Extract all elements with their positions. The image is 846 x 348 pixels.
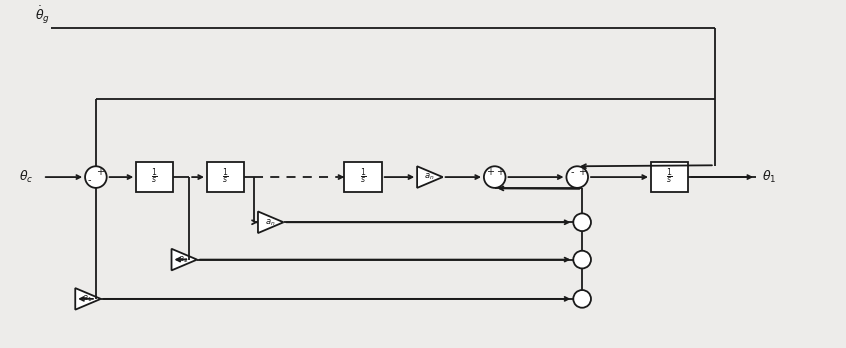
Circle shape	[574, 290, 591, 308]
Text: $a_2$: $a_2$	[179, 254, 189, 265]
Polygon shape	[258, 212, 283, 233]
Bar	[207, 162, 244, 192]
Polygon shape	[172, 249, 197, 270]
Text: $a_n$: $a_n$	[265, 217, 275, 228]
Text: $\frac{1}{s}$: $\frac{1}{s}$	[151, 167, 158, 187]
Text: +: +	[486, 167, 494, 177]
Circle shape	[85, 166, 107, 188]
Circle shape	[484, 166, 506, 188]
Bar	[344, 162, 382, 192]
Circle shape	[574, 213, 591, 231]
Circle shape	[567, 166, 588, 188]
Bar	[651, 162, 689, 192]
Text: -: -	[570, 167, 574, 177]
Text: $\theta_1$: $\theta_1$	[762, 169, 777, 185]
Circle shape	[574, 251, 591, 268]
Text: $\frac{1}{s}$: $\frac{1}{s}$	[666, 167, 673, 187]
Text: +: +	[496, 167, 503, 177]
Polygon shape	[75, 288, 101, 310]
Text: $\frac{1}{s}$: $\frac{1}{s}$	[222, 167, 229, 187]
Bar	[136, 162, 173, 192]
Text: +: +	[578, 167, 586, 177]
Text: $\theta_c$: $\theta_c$	[19, 169, 34, 185]
Text: $\dot{\theta}_g$: $\dot{\theta}_g$	[35, 4, 50, 26]
Text: -: -	[87, 175, 91, 185]
Text: +: +	[96, 167, 104, 177]
Text: $\frac{1}{s}$: $\frac{1}{s}$	[360, 167, 366, 187]
Text: $a_n$: $a_n$	[424, 172, 434, 182]
Text: $a_1$: $a_1$	[82, 294, 92, 304]
Polygon shape	[417, 166, 442, 188]
